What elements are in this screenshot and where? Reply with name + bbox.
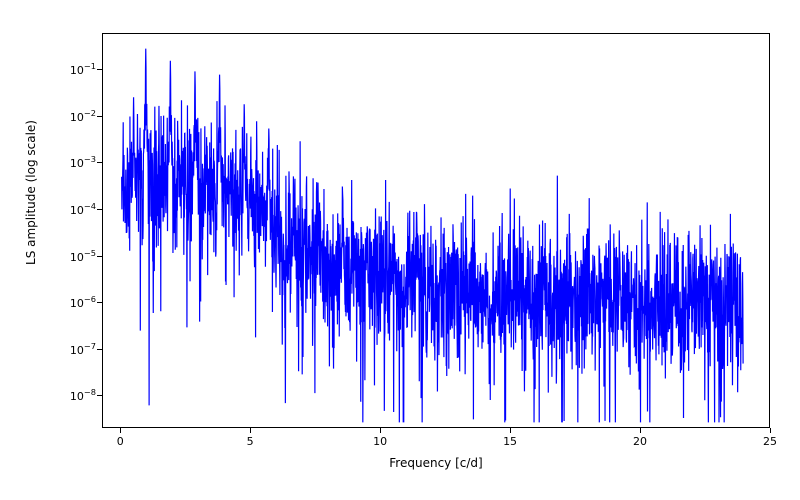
plot-area: [102, 33, 770, 428]
x-tick-mark: [510, 428, 511, 433]
y-tick-mark: [97, 302, 102, 303]
y-tick-label: 10−1: [56, 61, 96, 77]
y-tick-label: 10−7: [56, 341, 96, 357]
x-tick-mark: [770, 428, 771, 433]
periodogram-trace: [103, 34, 769, 427]
y-tick-mark: [97, 256, 102, 257]
x-tick-label: 20: [633, 435, 647, 448]
y-tick-mark: [97, 349, 102, 350]
y-tick-mark: [97, 116, 102, 117]
y-tick-mark: [97, 395, 102, 396]
x-tick-mark: [120, 428, 121, 433]
y-tick-label: 10−4: [56, 201, 96, 217]
x-tick-label: 0: [117, 435, 124, 448]
y-tick-label: 10−3: [56, 155, 96, 171]
x-tick-mark: [640, 428, 641, 433]
x-tick-mark: [250, 428, 251, 433]
x-tick-label: 10: [373, 435, 387, 448]
x-tick-mark: [380, 428, 381, 433]
x-tick-label: 15: [503, 435, 517, 448]
y-tick-label: 10−8: [56, 388, 96, 404]
x-axis-label: Frequency [c/d]: [102, 456, 770, 470]
y-tick-mark: [97, 69, 102, 70]
y-tick-mark: [97, 209, 102, 210]
x-tick-label: 25: [763, 435, 777, 448]
y-tick-label: 10−5: [56, 248, 96, 264]
x-tick-label: 5: [247, 435, 254, 448]
y-tick-label: 10−6: [56, 294, 96, 310]
y-axis-label: LS amplitude (log scale): [24, 74, 38, 311]
y-tick-label: 10−2: [56, 108, 96, 124]
figure: Frequency [c/d] LS amplitude (log scale)…: [0, 0, 800, 500]
y-tick-mark: [97, 162, 102, 163]
trace-path: [122, 49, 743, 423]
